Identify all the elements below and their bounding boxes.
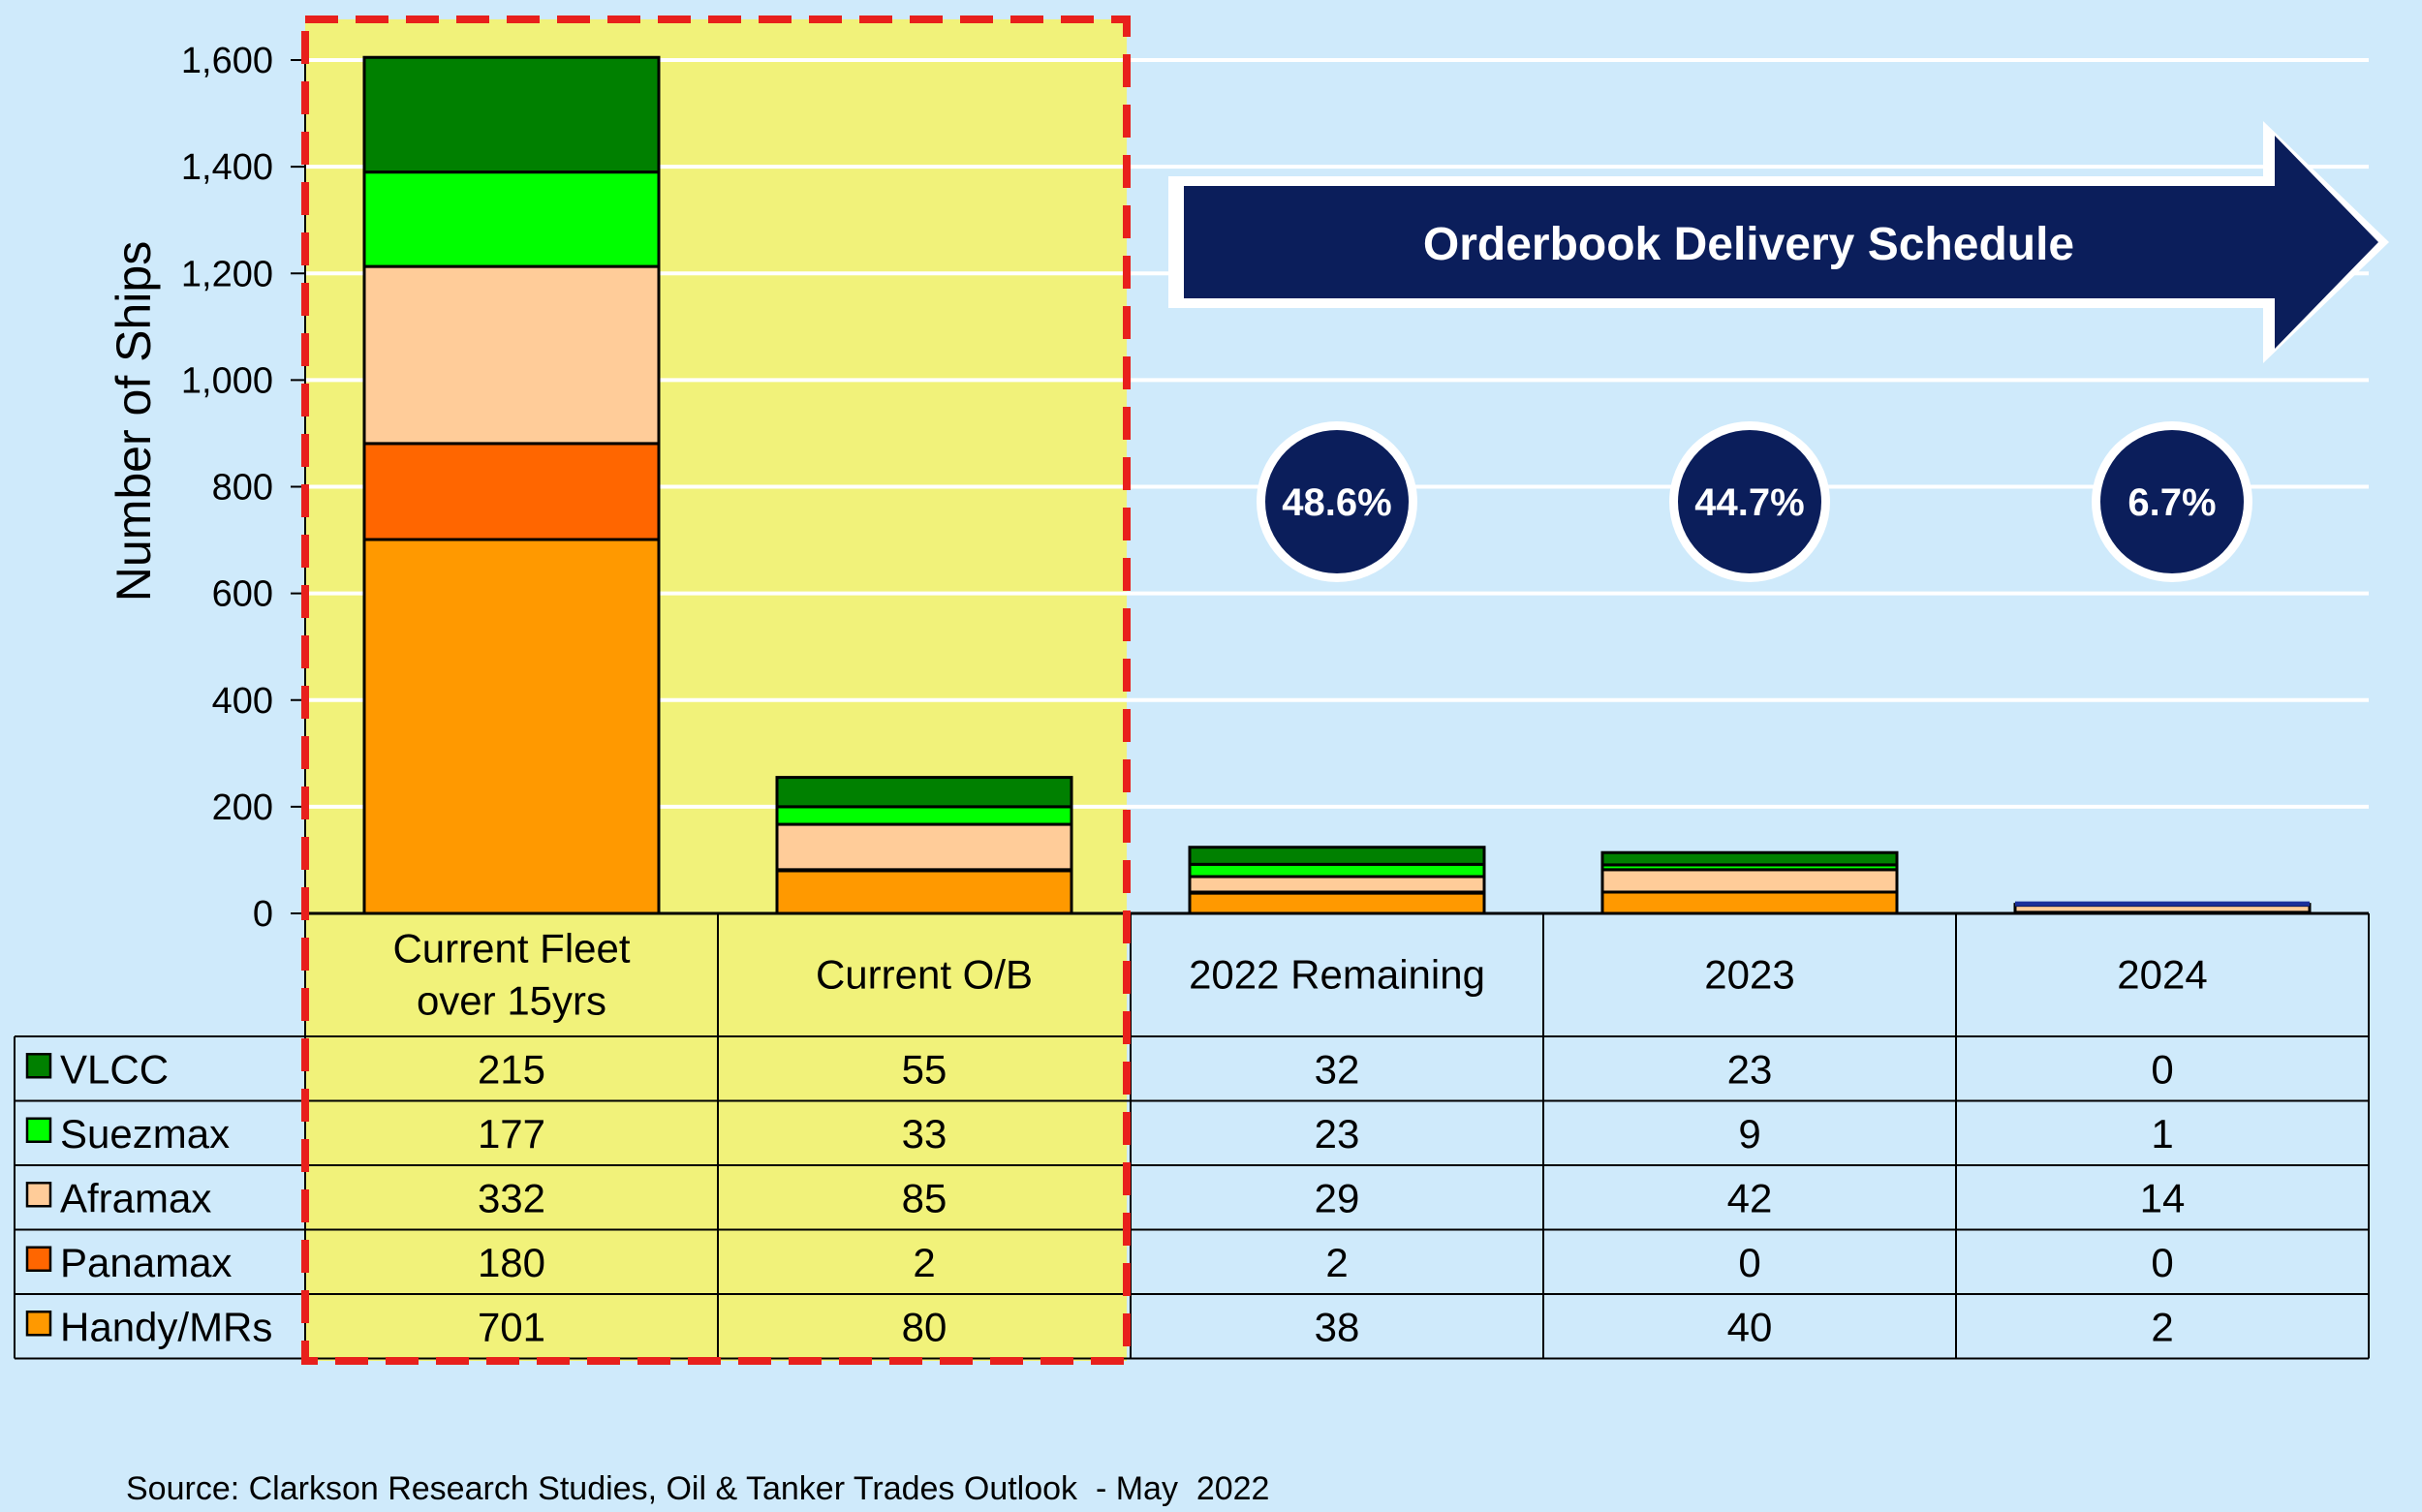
percent-badge-label: 48.6% <box>1282 481 1391 524</box>
table-cell: 9 <box>1738 1111 1760 1157</box>
y-tick-label: 200 <box>212 787 273 828</box>
table-row-label: Panamax <box>60 1240 232 1285</box>
table-cell: 80 <box>902 1304 947 1349</box>
table-cell: 23 <box>1315 1111 1360 1157</box>
y-tick-label: 1,400 <box>181 147 273 188</box>
table-row-label: Suezmax <box>60 1111 230 1157</box>
percent-badges: 48.6% 44.7% 6.7% <box>1257 421 2252 582</box>
table-cell: 332 <box>478 1175 545 1220</box>
table-cell: 215 <box>478 1046 545 1092</box>
table-row-label: Handy/MRs <box>60 1304 272 1349</box>
bar-segment <box>775 805 1073 826</box>
orderbook-arrow: Orderbook Delivery Schedule <box>1168 121 2389 363</box>
table-cell: 33 <box>902 1111 947 1157</box>
bar-cap <box>2015 901 2310 907</box>
y-tick-label: 0 <box>253 894 273 935</box>
percent-badge <box>1265 430 1409 573</box>
table-cell: 55 <box>902 1046 947 1092</box>
table-cell: 177 <box>478 1111 545 1157</box>
table-header-label: 2023 <box>1704 952 1794 998</box>
bar-segment <box>362 55 661 174</box>
legend-swatch <box>25 1246 52 1272</box>
table-header-label: Current O/B <box>816 952 1033 998</box>
table-cell: 38 <box>1315 1304 1360 1349</box>
table-header-label: over 15yrs <box>417 978 606 1024</box>
bar-segment <box>1188 875 1486 894</box>
table-cell: 29 <box>1315 1175 1360 1220</box>
bar-segment <box>775 822 1073 872</box>
table-cell: 2 <box>913 1240 935 1285</box>
table-header-label: 2024 <box>2117 952 2207 998</box>
y-tick-label: 800 <box>212 468 273 509</box>
legend-swatch <box>25 1182 52 1208</box>
bar-segment <box>1600 890 1899 915</box>
bar-segment <box>1600 868 1899 894</box>
legend-swatch <box>25 1053 52 1079</box>
percent-badge <box>2100 430 2244 573</box>
arrow-label: Orderbook Delivery Schedule <box>1423 219 2074 270</box>
bar-segment <box>1188 891 1486 915</box>
y-tick-label: 1,200 <box>181 254 273 294</box>
bar-segment <box>775 776 1073 809</box>
table-cell: 0 <box>2151 1046 2173 1092</box>
table-cell: 40 <box>1727 1304 1773 1349</box>
bar-segment <box>362 538 661 915</box>
bar-segment <box>1600 850 1899 867</box>
arrow-body <box>1184 136 2378 349</box>
source-note: Source: Clarkson Research Studies, Oil &… <box>126 1470 1269 1507</box>
highlight-border <box>301 15 1131 1365</box>
table-cell: 85 <box>902 1175 947 1220</box>
table-row-label: Aframax <box>60 1175 211 1220</box>
percent-badge-label: 44.7% <box>1694 481 1804 524</box>
y-tick-label: 400 <box>212 681 273 722</box>
table-cell: 32 <box>1315 1046 1360 1092</box>
table-cell: 14 <box>2140 1175 2186 1220</box>
table-header-label: Current Fleet <box>392 926 630 972</box>
table-cell: 23 <box>1727 1046 1773 1092</box>
legend-swatch <box>25 1311 52 1337</box>
bar-segment <box>362 442 661 541</box>
bar-segment <box>362 264 661 446</box>
table-row-label: VLCC <box>60 1046 169 1092</box>
percent-badge-label: 6.7% <box>2127 481 2216 524</box>
table-cell: 2 <box>1325 1240 1348 1285</box>
table-cell: 1 <box>2151 1111 2173 1157</box>
table-cell: 701 <box>478 1304 545 1349</box>
y-tick-label: 600 <box>212 574 273 615</box>
bar-segment <box>1188 846 1486 866</box>
legend-swatch <box>25 1117 52 1143</box>
bar-segment <box>775 869 1073 915</box>
table-cell: 2 <box>2151 1304 2173 1349</box>
table-cell: 180 <box>478 1240 545 1285</box>
table-header-label: 2022 Remaining <box>1189 952 1485 998</box>
y-axis: 0 200 400 600 800 1,000 1,200 1,400 1,600 Number … <box>107 41 306 935</box>
bar-segment <box>1188 862 1486 879</box>
y-axis-title: Number of Ships <box>107 241 161 602</box>
table-cell: 0 <box>1738 1240 1760 1285</box>
table-cell: 0 <box>2151 1240 2173 1285</box>
percent-badge <box>1678 430 1821 573</box>
table-cell: 42 <box>1727 1175 1773 1220</box>
y-tick-label: 1,000 <box>181 360 273 401</box>
y-tick-label: 1,600 <box>181 41 273 81</box>
bars <box>362 55 2312 915</box>
bar-segment <box>362 170 661 268</box>
